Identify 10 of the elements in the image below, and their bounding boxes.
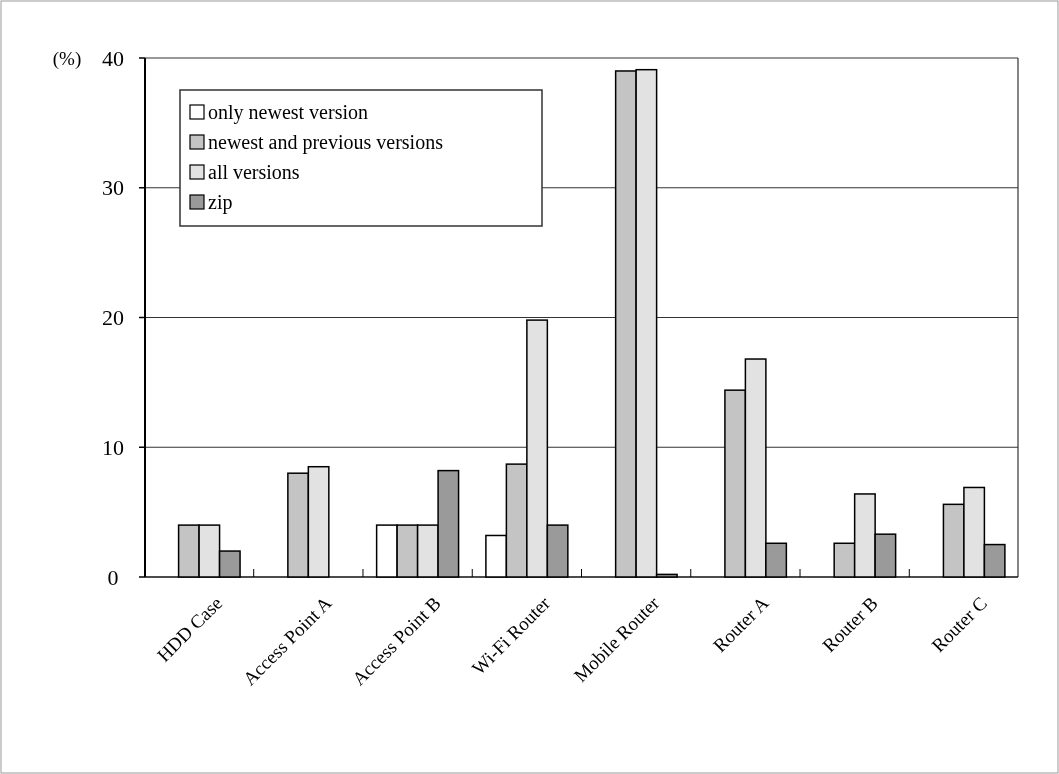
y-tick-label: 0 — [107, 564, 119, 590]
y-tick-label: 40 — [102, 45, 124, 71]
legend-label: all versions — [208, 161, 300, 183]
legend-label: newest and previous versions — [208, 131, 444, 154]
legend-label: only newest version — [208, 101, 368, 124]
y-tick-label: 10 — [102, 434, 124, 460]
y-axis-title: (%) — [52, 47, 82, 70]
y-tick-label: 20 — [102, 305, 124, 331]
y-tick-label: 30 — [102, 175, 124, 201]
legend-label: zip — [208, 191, 233, 214]
